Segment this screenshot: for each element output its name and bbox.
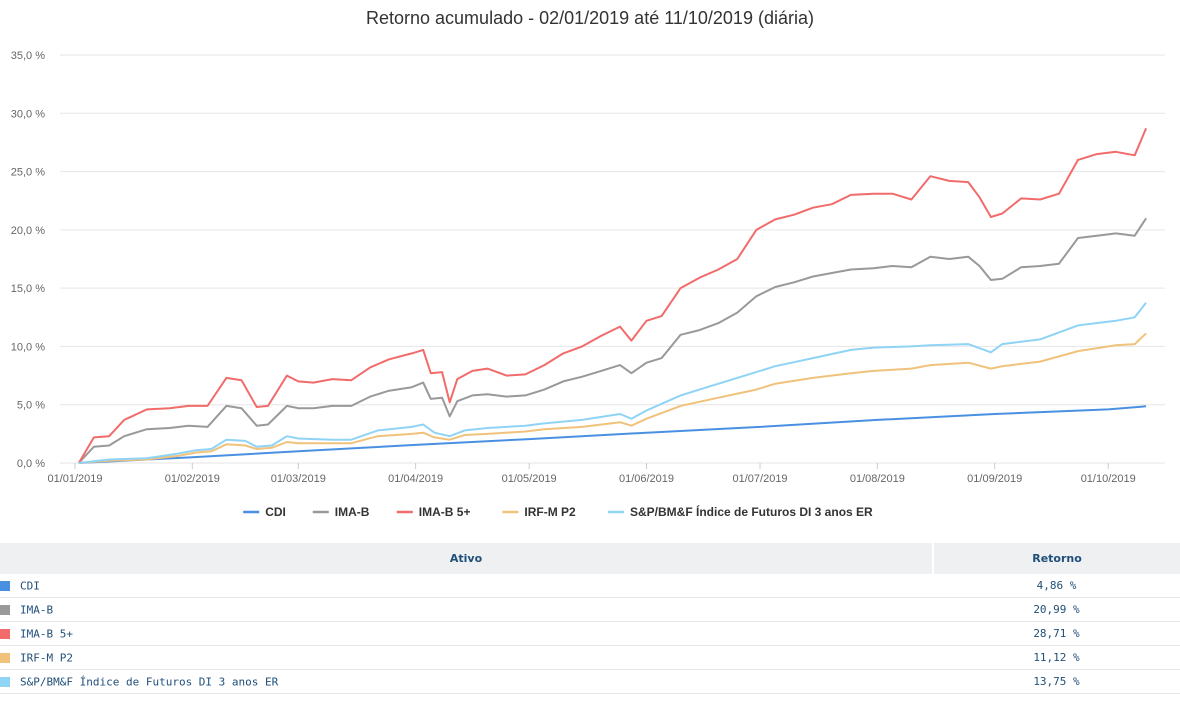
y-tick-label: 5,0 % bbox=[17, 400, 45, 412]
series-line-ima-b-5- bbox=[77, 127, 1148, 464]
return-value: 28,71 % bbox=[933, 621, 1180, 646]
gridlines bbox=[60, 54, 1165, 464]
asset-name: IMA-B bbox=[20, 603, 54, 617]
return-value: 13,75 % bbox=[933, 669, 1180, 694]
series-line-s-p-bm-f-ndice-de-futuros-di-3-anos-er bbox=[78, 302, 1147, 464]
y-axis: 0,0 % 5,0 % 10,0 % 15,0 % 20,0 % 25,0 % 30,0 %… bbox=[11, 50, 45, 470]
color-swatch bbox=[0, 628, 10, 639]
x-tick-label: 01/07/2019 bbox=[733, 473, 788, 485]
color-swatch bbox=[0, 652, 10, 663]
x-tick-label: 01/10/2019 bbox=[1081, 473, 1136, 485]
legend-item[interactable]: S&P/BM&F Índice de Futuros DI 3 anos ER bbox=[608, 504, 873, 519]
legend-label: CDI bbox=[265, 505, 286, 519]
y-tick-label: 25,0 % bbox=[11, 167, 45, 179]
y-tick-label: 10,0 % bbox=[11, 341, 45, 353]
x-tick-label: 01/04/2019 bbox=[388, 473, 443, 485]
series-line-ima-b bbox=[78, 217, 1147, 464]
table-body: CDI 4,86 % IMA-B 20,99 % IMA-B 5+ 28,71 % IRF-… bbox=[0, 574, 1180, 694]
y-tick-label: 30,0 % bbox=[11, 108, 45, 120]
x-tick-label: 01/01/2019 bbox=[47, 473, 102, 485]
y-tick-label: 0,0 % bbox=[17, 458, 45, 470]
legend: CDI IMA-B IMA-B 5+ IRF-M P2 S&P/BM&F Índice … bbox=[243, 504, 873, 519]
asset-cell: IMA-B bbox=[0, 597, 933, 622]
x-tick-label: 01/03/2019 bbox=[271, 473, 326, 485]
asset-name: IMA-B 5+ bbox=[20, 627, 73, 641]
asset-cell: CDI bbox=[0, 574, 933, 598]
column-header-asset[interactable]: Ativo bbox=[0, 543, 934, 574]
legend-item[interactable]: IMA-B bbox=[312, 505, 370, 519]
asset-cell: IMA-B 5+ bbox=[0, 621, 933, 646]
color-swatch bbox=[0, 604, 10, 615]
color-swatch bbox=[0, 580, 10, 591]
legend-label: S&P/BM&F Índice de Futuros DI 3 anos ER bbox=[630, 504, 873, 519]
y-tick-label: 35,0 % bbox=[11, 50, 45, 62]
chart-title: Retorno acumulado - 02/01/2019 até 11/10… bbox=[366, 8, 814, 28]
series-line-irf-m-p2 bbox=[78, 332, 1147, 464]
return-value: 4,86 % bbox=[933, 574, 1180, 598]
legend-label: IMA-B bbox=[335, 505, 370, 519]
asset-cell: IRF-M P2 bbox=[0, 645, 933, 670]
x-axis: 01/01/2019 01/02/2019 01/03/2019 01/04/2019… bbox=[47, 463, 1136, 485]
table-row[interactable]: IMA-B 5+ 28,71 % bbox=[0, 621, 1180, 646]
x-tick-label: 01/06/2019 bbox=[619, 473, 674, 485]
x-tick-label: 01/05/2019 bbox=[502, 473, 557, 485]
x-tick-label: 01/08/2019 bbox=[850, 473, 905, 485]
returns-table: Ativo Retorno CDI 4,86 % IMA-B 20,99 % IMA-B… bbox=[0, 543, 1180, 694]
series-line-cdi bbox=[78, 405, 1147, 464]
legend-label: IMA-B 5+ bbox=[419, 505, 471, 519]
series-lines bbox=[77, 127, 1148, 464]
legend-item[interactable]: CDI bbox=[243, 505, 286, 519]
color-swatch bbox=[0, 676, 10, 687]
table-row[interactable]: CDI 4,86 % bbox=[0, 574, 1180, 598]
asset-name: S&P/BM&F Índice de Futuros DI 3 anos ER bbox=[20, 675, 279, 689]
asset-cell: S&P/BM&F Índice de Futuros DI 3 anos ER bbox=[0, 669, 933, 694]
table-header-row: Ativo Retorno bbox=[0, 543, 1180, 574]
x-tick-label: 01/09/2019 bbox=[967, 473, 1022, 485]
legend-item[interactable]: IRF-M P2 bbox=[502, 505, 576, 519]
table-row[interactable]: S&P/BM&F Índice de Futuros DI 3 anos ER 1… bbox=[0, 669, 1180, 694]
legend-label: IRF-M P2 bbox=[524, 505, 576, 519]
y-tick-label: 20,0 % bbox=[11, 225, 45, 237]
asset-name: IRF-M P2 bbox=[20, 651, 73, 665]
table-row[interactable]: IMA-B 20,99 % bbox=[0, 597, 1180, 622]
x-tick-label: 01/02/2019 bbox=[165, 473, 220, 485]
legend-item[interactable]: IMA-B 5+ bbox=[396, 505, 471, 519]
y-tick-label: 15,0 % bbox=[11, 283, 45, 295]
asset-name: CDI bbox=[20, 579, 40, 593]
return-value: 11,12 % bbox=[933, 645, 1180, 670]
line-chart: 0,0 % 5,0 % 10,0 % 15,0 % 20,0 % 25,0 % 30,0 %… bbox=[11, 50, 1165, 519]
return-value: 20,99 % bbox=[933, 597, 1180, 622]
column-header-return[interactable]: Retorno bbox=[933, 543, 1180, 574]
table-row[interactable]: IRF-M P2 11,12 % bbox=[0, 645, 1180, 670]
